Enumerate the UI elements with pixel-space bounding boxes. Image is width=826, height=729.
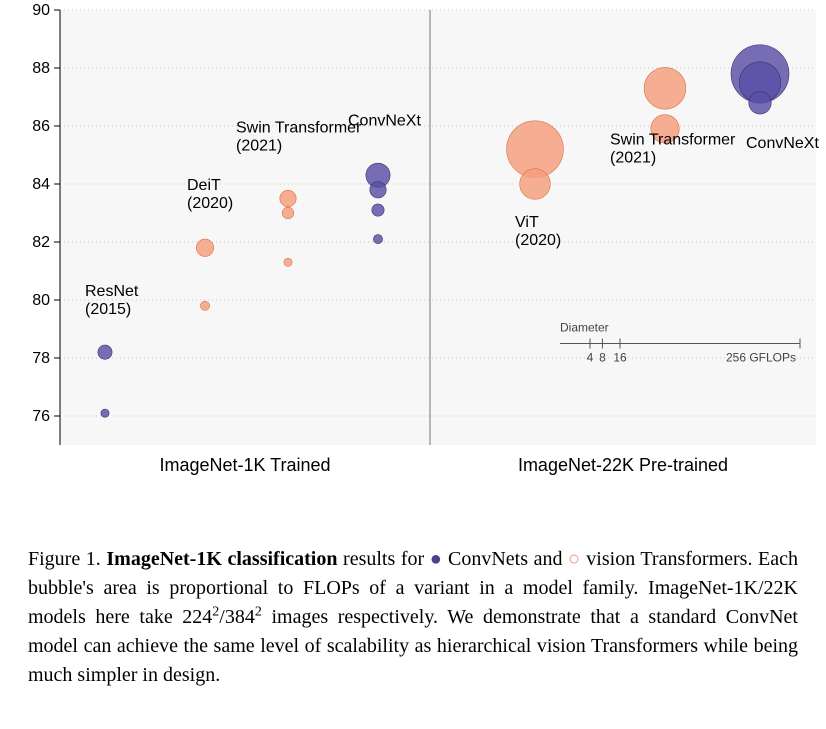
ytick-label: 76 bbox=[32, 408, 50, 425]
group-label: (2021) bbox=[610, 149, 656, 166]
size-legend-tick: 4 bbox=[587, 351, 594, 365]
group-label: Swin Transformer bbox=[236, 120, 362, 137]
ytick-label: 90 bbox=[32, 2, 50, 19]
group-label: ConvNeXt bbox=[746, 135, 819, 152]
group-label: DeiT bbox=[187, 177, 221, 194]
size-legend-tick: 16 bbox=[613, 351, 627, 365]
data-bubble bbox=[370, 182, 386, 198]
ytick-label: 80 bbox=[32, 292, 50, 309]
transformer-dot-icon: ○ bbox=[568, 548, 581, 570]
group-label: ViT bbox=[515, 214, 539, 231]
size-legend-title: Diameter bbox=[560, 321, 609, 335]
panel-right-label: ImageNet-22K Pre-trained bbox=[518, 455, 728, 475]
data-bubble bbox=[373, 235, 382, 244]
ytick-label: 78 bbox=[32, 350, 50, 367]
group-label: ConvNeXt bbox=[348, 112, 421, 129]
ytick-label: 84 bbox=[32, 176, 50, 193]
caption-text-b: ConvNets and bbox=[442, 548, 562, 570]
caption-text-a: results for bbox=[337, 548, 429, 570]
group-label: (2020) bbox=[187, 195, 233, 212]
ytick-label: 82 bbox=[32, 234, 50, 251]
size-legend-tick: 256 GFLOPs bbox=[726, 351, 796, 365]
group-label: (2020) bbox=[515, 232, 561, 249]
data-bubble bbox=[196, 239, 213, 256]
data-bubble bbox=[101, 409, 109, 417]
group-label: ResNet bbox=[85, 283, 139, 300]
figure-container: 7678808284868890ResNet(2015)DeiT(2020)Sw… bbox=[0, 0, 826, 729]
caption-text-d: /384 bbox=[219, 606, 255, 628]
sup-2: 2 bbox=[255, 604, 262, 619]
group-label: Swin Transformer bbox=[610, 131, 736, 148]
data-bubble bbox=[98, 345, 112, 359]
ytick-label: 88 bbox=[32, 60, 50, 77]
group-label: (2021) bbox=[236, 138, 282, 155]
data-bubble bbox=[284, 258, 292, 266]
group-label: (2015) bbox=[85, 301, 131, 318]
figure-label: Figure 1. bbox=[28, 548, 101, 570]
data-bubble bbox=[644, 67, 686, 109]
data-bubble bbox=[372, 204, 384, 216]
convnet-dot-icon: ● bbox=[430, 548, 443, 570]
size-legend-tick: 8 bbox=[599, 351, 606, 365]
data-bubble bbox=[520, 169, 551, 200]
bubble-chart: 7678808284868890ResNet(2015)DeiT(2020)Sw… bbox=[0, 0, 826, 520]
caption-title: ImageNet-1K classification bbox=[101, 548, 338, 570]
figure-caption: Figure 1. ImageNet-1K classification res… bbox=[28, 545, 798, 690]
data-bubble bbox=[749, 92, 771, 114]
data-bubble bbox=[200, 301, 209, 310]
data-bubble bbox=[282, 207, 294, 219]
panel-left-label: ImageNet-1K Trained bbox=[159, 455, 330, 475]
ytick-label: 86 bbox=[32, 118, 50, 135]
data-bubble bbox=[280, 190, 296, 206]
